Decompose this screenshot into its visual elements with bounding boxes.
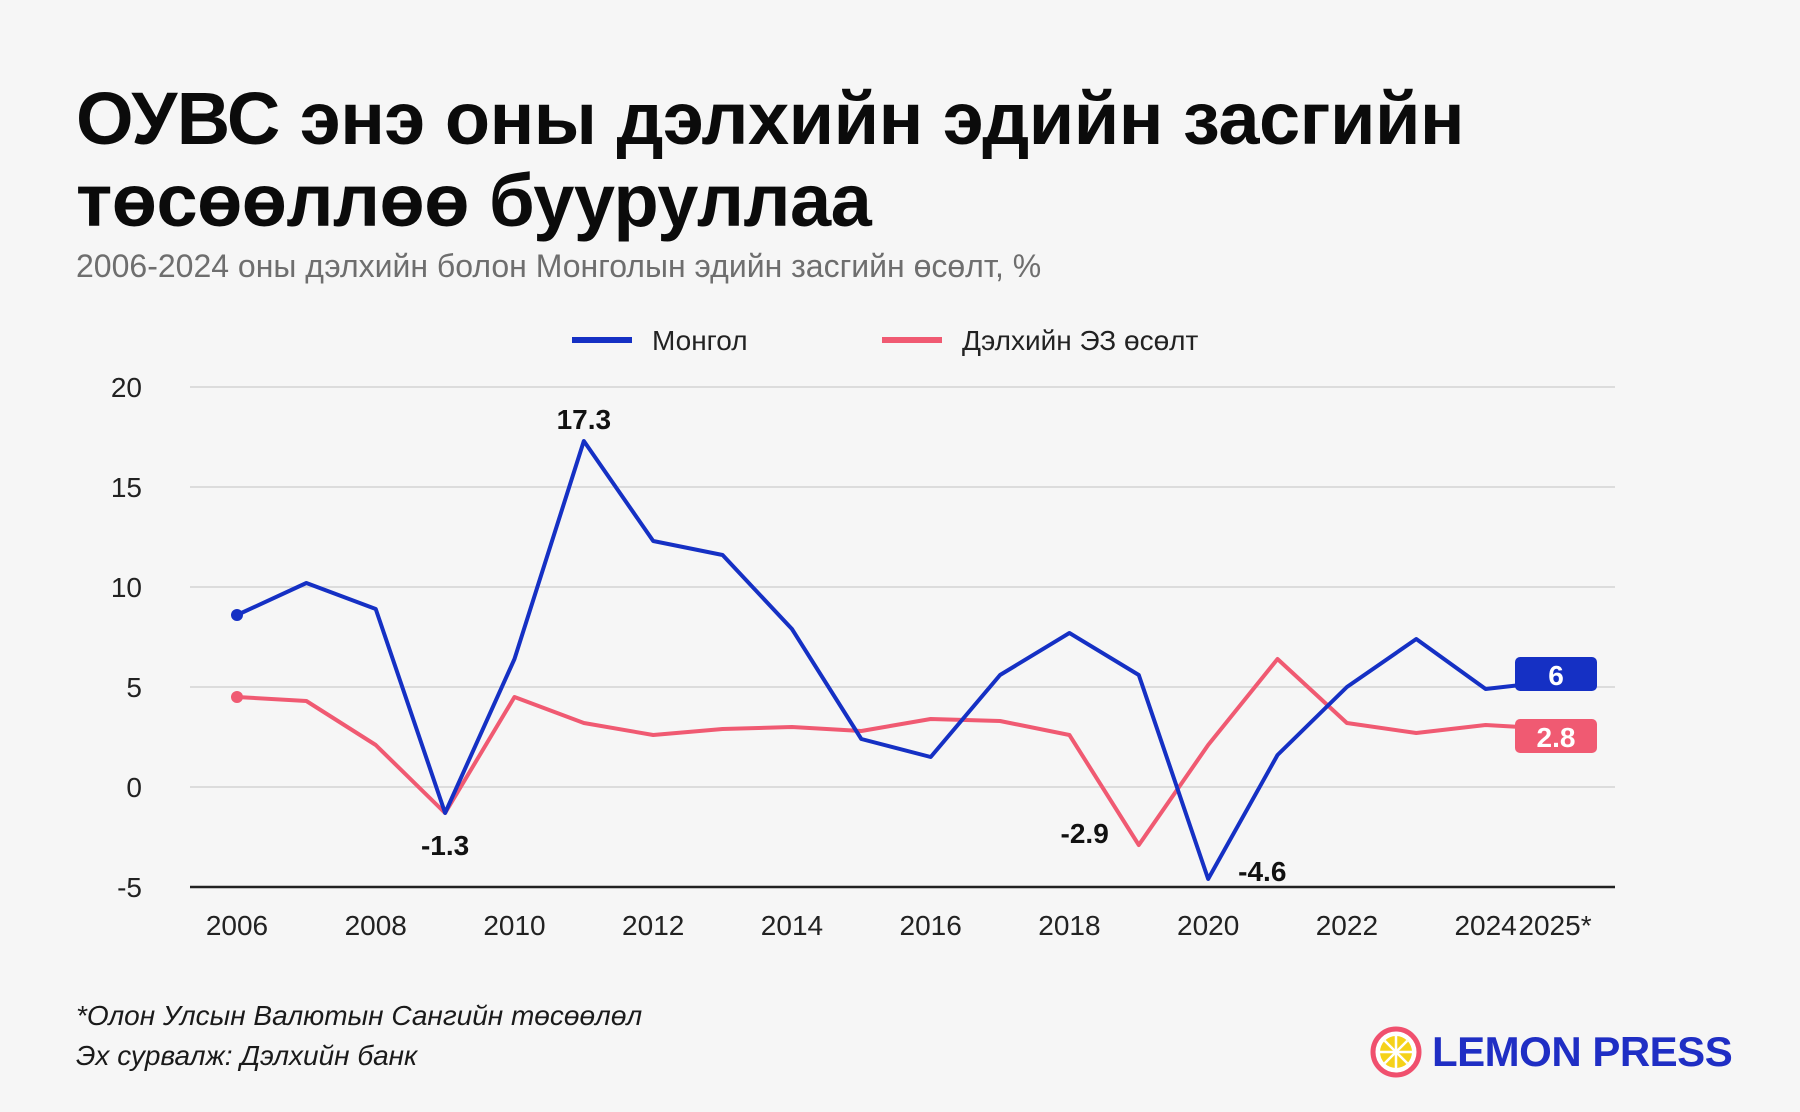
legend-item: Монгол [572,325,748,356]
title-line-1: ОУВС энэ оны дэлхийн эдийн засгийн [76,77,1465,160]
chart-legend: Монгол Дэлхийн ЭЗ өсөлт [572,325,1198,356]
data-annotation: -1.3 [421,830,469,861]
series-start-point [231,609,243,621]
x-tick-label: 2012 [622,910,684,941]
x-tick-label: 2014 [761,910,823,941]
y-tick-label: 20 [111,372,142,403]
y-tick-label: -5 [117,872,142,903]
footnote-source: Эх сурвалж: Дэлхийн банк [76,1040,418,1071]
x-tick-label: 2006 [206,910,268,941]
x-tick-label: 2016 [900,910,962,941]
series-line [236,439,1556,881]
chart-series: 62.8 [231,439,1597,881]
x-tick-label: 2018 [1038,910,1100,941]
end-value-badge: 2.8 [1515,719,1597,753]
lemon-press-logo: LEMON PRESS [1370,1024,1733,1080]
title-line-2: төсөөллөө бууруллаа [76,159,872,242]
end-value-label: 6 [1548,660,1564,691]
x-tick-label: 2010 [483,910,545,941]
y-tick-label: 0 [126,772,142,803]
end-value-badge: 6 [1515,657,1597,691]
chart-annotations: 17.3 -1.3 -2.9 -4.6 [421,404,1286,887]
end-value-badge-bg [1515,719,1597,753]
x-tick-label: 2025* [1518,910,1591,941]
footnote-projection: *Олон Улсын Валютын Сангийн төсөөлөл [76,1000,643,1031]
legend-label: Дэлхийн ЭЗ өсөлт [962,325,1198,356]
legend-label: Монгол [652,325,748,356]
chart-subtitle: 2006-2024 оны дэлхийн болон Монголын эди… [76,248,1042,284]
end-value-badge-bg [1515,657,1597,691]
series-start-point [231,691,243,703]
end-value-label: 2.8 [1537,722,1576,753]
x-tick-label: 2008 [345,910,407,941]
x-tick-label: 2020 [1177,910,1239,941]
data-annotation: -2.9 [1061,818,1109,849]
y-axis: -5 0 5 10 15 20 [111,372,142,903]
x-axis: 2006 2008 2010 2012 2014 2016 2018 2020 2022 2024… [206,910,1592,941]
series-line [236,657,1556,847]
y-tick-label: 5 [126,672,142,703]
data-annotation: 17.3 [557,404,612,435]
y-tick-label: 10 [111,572,142,603]
lemon-slice-icon [1370,1026,1422,1078]
data-annotation: -4.6 [1238,856,1286,887]
y-tick-label: 15 [111,472,142,503]
chart-grid [190,386,1615,889]
page-title: ОУВС энэ оны дэлхийн эдийн засгийн төсөө… [76,78,1726,242]
x-tick-label: 2022 [1316,910,1378,941]
logo-text: LEMON PRESS [1432,1028,1733,1075]
x-tick-label: 2024 [1454,910,1516,941]
legend-item: Дэлхийн ЭЗ өсөлт [882,325,1198,356]
